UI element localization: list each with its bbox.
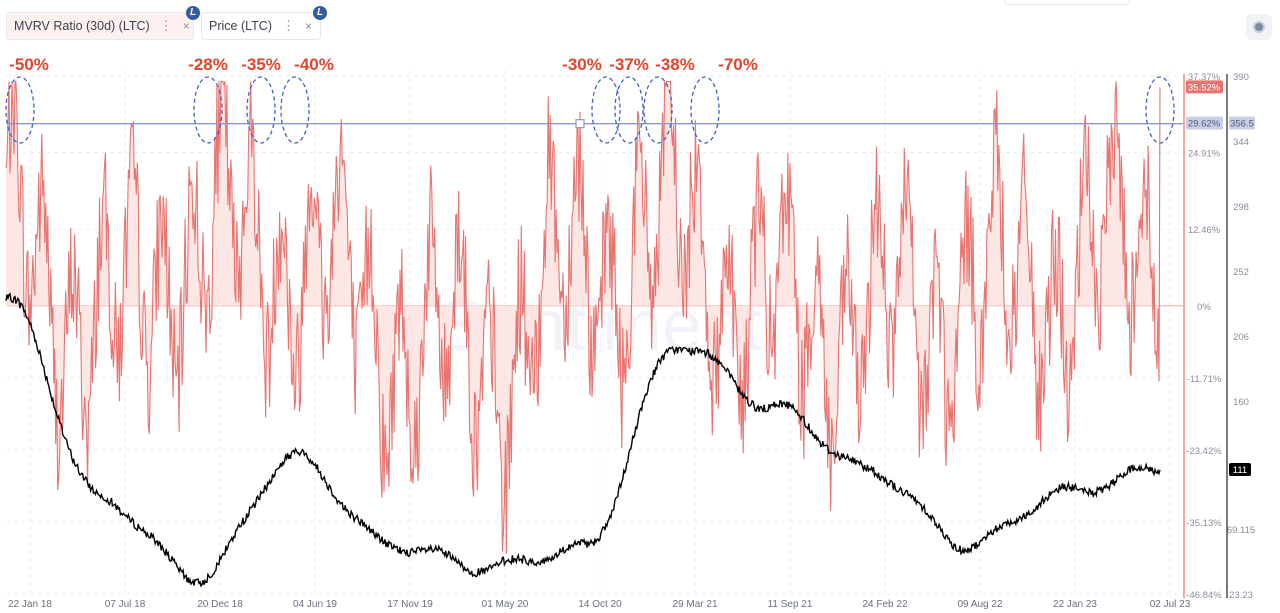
- mvrv-close-icon[interactable]: ×: [182, 19, 190, 33]
- time-axis: 22 Jan 18 07 Jul 18 20 Dec 18 04 Jun 19 17 N…: [8, 599, 1191, 610]
- peak-marker-ellipse: [193, 76, 223, 144]
- mvrv-current-badge: [1186, 80, 1223, 94]
- annotation-label: -30%: [562, 55, 602, 74]
- litecoin-icon: L: [313, 6, 327, 20]
- metric-toolbar: MVRV Ratio (30d) (LTC) ⋮ × L Price (LTC)…: [0, 0, 1280, 48]
- reference-line-group: [8, 119, 1183, 129]
- mvrv-ref-badge: [1186, 116, 1223, 130]
- metric-chip-mvrv[interactable]: MVRV Ratio (30d) (LTC) ⋮ × L: [6, 6, 200, 40]
- settings-button[interactable]: [1246, 14, 1272, 40]
- price-tick-label: 69.115: [1227, 525, 1255, 536]
- time-tick-label: 22 Jan 18: [8, 599, 52, 610]
- time-tick-label: 14 Oct 20: [578, 599, 622, 610]
- peak-marker-ellipse: [246, 76, 276, 144]
- peak-marker-ellipse: [1145, 76, 1175, 144]
- mvrv-current-label: 35.52%: [1188, 82, 1221, 93]
- mvrv-series: [5, 80, 1161, 554]
- time-tick-label: 20 Dec 18: [197, 599, 243, 610]
- mvrv-chip-label: MVRV Ratio (30d) (LTC): [14, 19, 150, 33]
- mvrv-ref-label: 29.62%: [1188, 119, 1221, 130]
- mvrv-tick-label: 0%: [1197, 302, 1211, 313]
- drawdown-annotations: -50% -28% -35% -40% -30% -37% -38% -70%: [9, 55, 758, 74]
- price-tick-label: 160: [1233, 397, 1249, 408]
- price-ref-badge: [1229, 116, 1255, 130]
- peak-marker-ellipse: [280, 76, 310, 144]
- mvrv-axis: 37.37% 24.91% 12.46% 0% -11.71% -23.42% -35.13…: [1183, 72, 1223, 601]
- time-tick-label: 07 Jul 18: [105, 599, 146, 610]
- price-axis: 390 344 298 252 206 160 69.115 23.23 111 356.5: [1226, 72, 1255, 601]
- price-tick-label: 298: [1233, 202, 1249, 213]
- price-ref-label: 356.5: [1230, 119, 1254, 130]
- peak-marker-ellipse: [643, 76, 673, 144]
- price-current-label: 111: [1233, 465, 1247, 476]
- annotation-label: -38%: [655, 55, 695, 74]
- litecoin-icon: L: [186, 6, 200, 20]
- price-tick-label: 206: [1233, 332, 1249, 343]
- annotation-label: -28%: [188, 55, 228, 74]
- price-tick-label: 252: [1233, 267, 1249, 278]
- time-tick-label: 24 Feb 22: [862, 599, 907, 610]
- mvrv-tick-label: 37.37%: [1188, 72, 1221, 83]
- peak-marker-ellipse: [5, 76, 35, 144]
- peak-markers: [5, 76, 1175, 144]
- price-menu-icon[interactable]: ⋮: [281, 18, 295, 33]
- time-tick-label: 09 Aug 22: [957, 599, 1002, 610]
- metric-chip-price[interactable]: Price (LTC) ⋮ × L: [201, 6, 327, 40]
- price-chip-label: Price (LTC): [209, 19, 272, 33]
- peak-marker-ellipse: [690, 76, 720, 144]
- mvrv-line: [5, 80, 1161, 554]
- peak-marker-ellipse: [614, 76, 644, 144]
- price-close-icon[interactable]: ×: [304, 19, 312, 33]
- annotation-label: -35%: [241, 55, 281, 74]
- time-tick-label: 01 May 20: [482, 599, 529, 610]
- time-tick-label: 17 Nov 19: [387, 599, 433, 610]
- mvrv-tick-label: 24.91%: [1188, 149, 1221, 160]
- peak-marker-ellipse: [591, 76, 621, 144]
- price-tick-label: 390: [1233, 72, 1249, 83]
- time-tick-label: 22 Jan 23: [1053, 599, 1097, 610]
- reference-line-handle: [575, 119, 585, 129]
- mvrv-tick-label: -46.84%: [1186, 590, 1222, 601]
- price-tick-label: 23.23: [1229, 590, 1253, 601]
- mvrv-tick-label: -35.13%: [1186, 518, 1222, 529]
- annotation-label: -40%: [294, 55, 334, 74]
- annotation-label: -50%: [9, 55, 49, 74]
- mvrv-tick-label: -23.42%: [1186, 446, 1222, 457]
- price-tick-label: 344: [1233, 137, 1249, 148]
- price-line: [5, 292, 1161, 588]
- time-tick-label: 11 Sep 21: [768, 599, 813, 610]
- settings-icon: [1255, 23, 1263, 31]
- annotation-label: -70%: [718, 55, 758, 74]
- mvrv-tick-label: -11.71%: [1187, 374, 1222, 385]
- mvrv-tick-label: 12.46%: [1188, 225, 1221, 236]
- collapsed-panel-edge: [1004, 0, 1130, 5]
- annotation-label: -37%: [609, 55, 649, 74]
- price-current-badge: [1229, 463, 1251, 477]
- time-tick-label: 04 Jun 19: [293, 599, 337, 610]
- mvrv-menu-icon[interactable]: ⋮: [159, 18, 173, 33]
- time-tick-label: 02 Jul 23: [1150, 599, 1191, 610]
- time-tick-label: 29 Mar 21: [672, 599, 717, 610]
- price-series: [5, 292, 1161, 588]
